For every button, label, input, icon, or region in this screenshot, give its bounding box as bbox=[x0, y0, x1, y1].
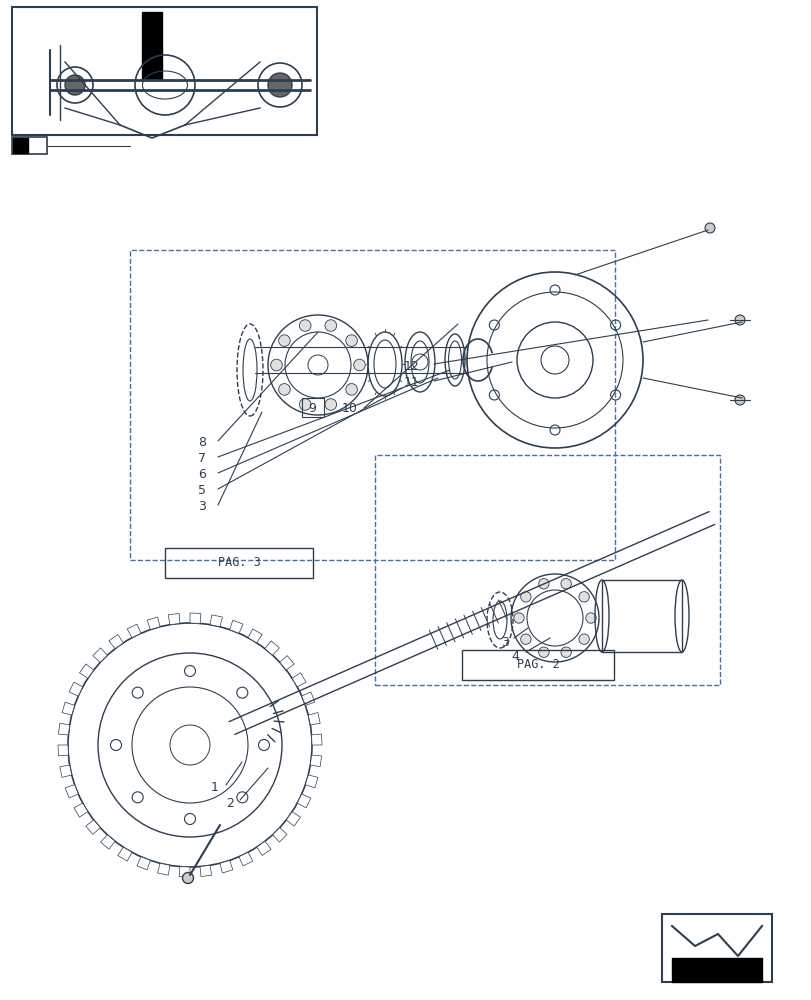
Polygon shape bbox=[286, 812, 300, 826]
Polygon shape bbox=[142, 12, 162, 80]
Circle shape bbox=[182, 872, 193, 884]
Polygon shape bbox=[65, 785, 78, 798]
Text: 3: 3 bbox=[198, 500, 206, 514]
Polygon shape bbox=[86, 820, 100, 834]
Polygon shape bbox=[311, 734, 322, 745]
Circle shape bbox=[520, 634, 530, 644]
Circle shape bbox=[324, 320, 337, 331]
Text: 8: 8 bbox=[198, 436, 206, 449]
Polygon shape bbox=[179, 867, 190, 877]
Circle shape bbox=[560, 647, 571, 657]
Polygon shape bbox=[220, 860, 233, 873]
Polygon shape bbox=[60, 765, 71, 777]
Bar bbox=[461, 650, 613, 680]
Text: 7: 7 bbox=[198, 452, 206, 466]
Text: PAG. 2: PAG. 2 bbox=[516, 658, 559, 672]
Polygon shape bbox=[230, 620, 242, 633]
Polygon shape bbox=[79, 664, 93, 678]
Polygon shape bbox=[168, 613, 180, 625]
Circle shape bbox=[585, 613, 595, 623]
Text: PAG. 3: PAG. 3 bbox=[217, 556, 260, 569]
Polygon shape bbox=[58, 745, 68, 756]
Polygon shape bbox=[147, 617, 160, 630]
Text: 1: 1 bbox=[211, 781, 219, 794]
Polygon shape bbox=[264, 641, 279, 655]
Polygon shape bbox=[280, 656, 294, 670]
Circle shape bbox=[324, 399, 337, 410]
Polygon shape bbox=[137, 857, 150, 870]
Text: 5: 5 bbox=[198, 485, 206, 497]
Circle shape bbox=[513, 613, 524, 623]
Bar bbox=[375, 455, 719, 685]
Polygon shape bbox=[256, 841, 271, 856]
Polygon shape bbox=[272, 828, 287, 842]
Bar bbox=[12, 7, 316, 135]
Circle shape bbox=[354, 359, 365, 371]
Ellipse shape bbox=[734, 395, 744, 405]
Polygon shape bbox=[210, 615, 222, 627]
Polygon shape bbox=[302, 692, 315, 705]
Polygon shape bbox=[101, 835, 115, 849]
Circle shape bbox=[345, 335, 357, 346]
Bar bbox=[601, 580, 681, 652]
Polygon shape bbox=[238, 852, 252, 866]
Polygon shape bbox=[308, 713, 320, 725]
Circle shape bbox=[278, 335, 290, 346]
Circle shape bbox=[270, 359, 282, 371]
Text: 6: 6 bbox=[198, 468, 206, 482]
Circle shape bbox=[65, 75, 85, 95]
Polygon shape bbox=[118, 847, 131, 861]
Polygon shape bbox=[62, 702, 75, 715]
Circle shape bbox=[268, 73, 292, 97]
Polygon shape bbox=[92, 648, 107, 662]
Text: 2: 2 bbox=[225, 797, 234, 810]
Circle shape bbox=[538, 579, 548, 589]
Polygon shape bbox=[69, 682, 83, 696]
Circle shape bbox=[560, 579, 571, 589]
Polygon shape bbox=[292, 673, 306, 687]
Text: 12: 12 bbox=[404, 360, 419, 372]
Text: 10: 10 bbox=[341, 401, 358, 414]
Polygon shape bbox=[58, 723, 70, 735]
Circle shape bbox=[578, 592, 589, 602]
Polygon shape bbox=[297, 794, 311, 808]
Polygon shape bbox=[310, 755, 321, 767]
Ellipse shape bbox=[734, 315, 744, 325]
Polygon shape bbox=[247, 629, 262, 643]
Bar bbox=[661, 914, 771, 982]
Polygon shape bbox=[157, 863, 169, 875]
Bar bbox=[165, 548, 312, 578]
Polygon shape bbox=[109, 634, 123, 649]
Polygon shape bbox=[190, 613, 200, 623]
Ellipse shape bbox=[704, 223, 714, 233]
Bar bbox=[130, 250, 614, 560]
Circle shape bbox=[299, 399, 311, 410]
Text: 3: 3 bbox=[500, 636, 508, 648]
Circle shape bbox=[345, 384, 357, 395]
Text: 9: 9 bbox=[307, 401, 315, 414]
Text: 11: 11 bbox=[404, 376, 419, 389]
Polygon shape bbox=[13, 138, 28, 153]
Circle shape bbox=[278, 384, 290, 395]
Circle shape bbox=[520, 592, 530, 602]
Text: 4: 4 bbox=[510, 650, 518, 662]
Circle shape bbox=[538, 647, 548, 657]
Polygon shape bbox=[200, 865, 212, 877]
Bar bbox=[12, 137, 47, 154]
Circle shape bbox=[299, 320, 311, 331]
Polygon shape bbox=[74, 803, 88, 817]
Polygon shape bbox=[305, 775, 318, 788]
Polygon shape bbox=[127, 624, 141, 638]
Circle shape bbox=[578, 634, 589, 644]
Bar bbox=[302, 398, 324, 417]
